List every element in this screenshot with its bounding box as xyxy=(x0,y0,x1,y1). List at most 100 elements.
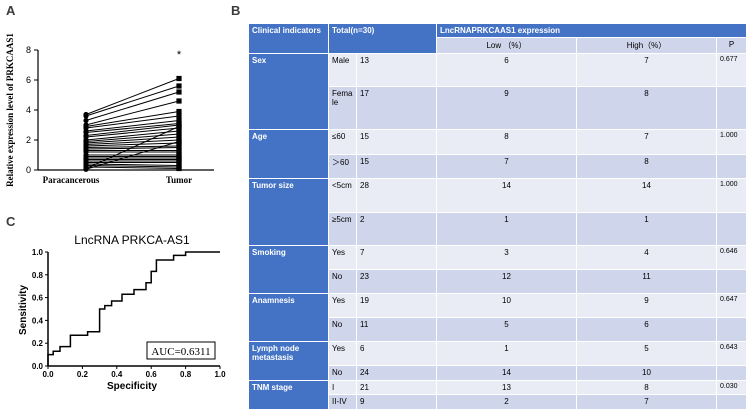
panel-a-tumor-point xyxy=(176,89,182,95)
cell-label: II-IV xyxy=(329,395,357,410)
panel-a-tumor-point xyxy=(176,138,182,145)
cell-high: 7 xyxy=(577,130,717,155)
panel-c-curve xyxy=(47,251,220,366)
table-row: Lymph node metastasis Yes 6 1 5 0.643 xyxy=(249,342,747,381)
panel-a-ylabel: Relative expression level of PRKCAAS1 xyxy=(5,33,15,187)
panel-b-letter-svg: B xyxy=(231,3,240,18)
cell-label: ≤60 xyxy=(329,130,357,155)
cell-high: 6 xyxy=(577,318,717,342)
panel-c-chart: C LncRNA PRKCA-AS1 Sensitivity Specifici… xyxy=(6,214,226,392)
panel-a-tumor-point xyxy=(176,128,182,134)
panel-c-xlabel: Specificity xyxy=(107,381,157,392)
cell-low: 5 xyxy=(437,318,577,342)
header-total: Total(n=30) xyxy=(329,24,437,54)
cell-label: Yes xyxy=(329,294,357,318)
panel-a-tumor-point xyxy=(176,123,182,130)
cell-low: 9 xyxy=(437,87,577,130)
clinical-table: Clinical indicators Total(n=30) LncRNAPR… xyxy=(249,24,747,410)
cell-p xyxy=(717,270,747,294)
panel-a-pair-line xyxy=(85,78,180,115)
table-row: ≥5cm 2 1 1 xyxy=(249,213,747,246)
panel-a-pair-line xyxy=(85,142,180,147)
panel-a-pair-line xyxy=(85,166,180,169)
panel-a-tumor-point xyxy=(176,75,182,82)
cell-low: 1 xyxy=(437,213,577,246)
cell-label: No xyxy=(329,318,357,342)
panel-a-tumor-point xyxy=(176,159,182,166)
panel-a-pair-line xyxy=(85,133,180,142)
cell-low: 12 xyxy=(437,270,577,294)
cell-low: 3 xyxy=(437,246,577,270)
panel-a-pair-line xyxy=(85,124,180,136)
cell-low: 2 xyxy=(437,395,577,410)
cell-total: 13 xyxy=(357,54,437,87)
group-label: Anamnesis xyxy=(249,294,329,342)
panel-a-pair-line xyxy=(85,91,180,121)
panel-a-tumor-point xyxy=(176,131,182,137)
panel-a-y-tick-label: 2 xyxy=(26,135,31,145)
panel-c-x-tick-label: 1.0 xyxy=(214,370,226,379)
panel-a-y-tick-label: 0 xyxy=(26,165,31,175)
panel-a-xlabel-paracancerous: Paracancerous xyxy=(43,175,100,185)
panel-c-y-tick-label: 0.4 xyxy=(32,316,44,325)
cell-low: 7 xyxy=(437,155,577,179)
panel-a-axes: 0 2 4 6 8 xyxy=(26,45,214,175)
panel-a-pair-line xyxy=(85,139,180,145)
panel-a-tumor-point xyxy=(176,113,182,119)
cell-total: 17 xyxy=(357,87,437,130)
table-row: ＞60 15 7 8 xyxy=(249,155,747,179)
panel-a-lines xyxy=(83,75,182,172)
cell-low: 10 xyxy=(437,294,577,318)
panel-a-pair-line xyxy=(85,147,180,150)
panel-a-pair-line xyxy=(85,127,180,138)
cell-high: 10 xyxy=(577,366,717,381)
cell-total: 19 xyxy=(357,294,437,318)
cell-label: Yes xyxy=(329,246,357,270)
panel-a-tumor-point xyxy=(176,83,182,89)
cell-p: 0.647 xyxy=(717,294,747,318)
group-label: Sex xyxy=(249,54,329,130)
cell-label: Yes xyxy=(329,342,357,366)
panel-a-letter: A xyxy=(6,3,16,18)
panel-a-pair-line xyxy=(85,126,180,169)
panel-a-xlabel-tumor: Tumor xyxy=(166,175,192,185)
panel-b-letter: B xyxy=(231,3,240,18)
panel-a-pair-line xyxy=(85,136,180,144)
table-row: TNM stage I 21 13 8 0.030 xyxy=(249,381,747,410)
cell-high: 8 xyxy=(577,155,717,179)
cell-p xyxy=(717,395,747,410)
panel-a-tumor-point xyxy=(176,117,182,124)
cell-total: 15 xyxy=(357,155,437,179)
cell-p: 1.000 xyxy=(717,179,747,213)
roc-curve xyxy=(47,251,220,366)
cell-total: 24 xyxy=(357,366,437,381)
cell-low: 8 xyxy=(437,130,577,155)
cell-low: 14 xyxy=(437,179,577,213)
cell-p: 0.677 xyxy=(717,54,747,87)
header-low: Low （%） xyxy=(437,38,577,54)
panel-a-pair-line xyxy=(85,141,180,170)
panel-a-significance: * xyxy=(177,49,182,61)
cell-low: 14 xyxy=(437,366,577,381)
cell-high: 11 xyxy=(577,270,717,294)
panel-a-pair-line xyxy=(85,115,180,129)
panel-c-y-tick-label: 0.0 xyxy=(32,362,44,371)
group-label: Tumor size xyxy=(249,179,329,246)
cell-p xyxy=(717,155,747,179)
panel-c-x-tick-label: 0.4 xyxy=(111,370,123,379)
table-row: Smoking Yes 7 3 4 0.646 xyxy=(249,246,747,294)
cell-p xyxy=(717,318,747,342)
cell-label: No xyxy=(329,366,357,381)
header-p: P xyxy=(717,38,747,54)
table-row: Sex Male 13 6 7 0.677 xyxy=(249,54,747,130)
table-row: Tumor size <5cm 28 14 14 1.000 xyxy=(249,179,747,246)
panel-a-paracancerous-point xyxy=(83,166,89,172)
cell-p xyxy=(717,366,747,381)
cell-high: 7 xyxy=(577,54,717,87)
panel-a-pair-line xyxy=(85,120,180,132)
cell-high: 4 xyxy=(577,246,717,270)
table-row: No 23 12 11 xyxy=(249,270,747,294)
cell-high: 7 xyxy=(577,395,717,410)
panel-a-pair-line xyxy=(85,100,180,126)
panel-a-pair-line xyxy=(85,123,180,133)
